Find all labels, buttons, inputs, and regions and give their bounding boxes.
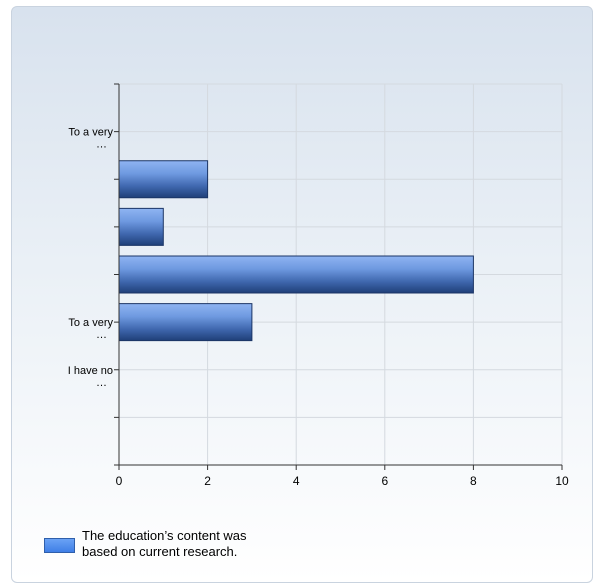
bar [118,207,164,246]
category-label-ellipsis: … [96,377,107,389]
category-label-ellipsis: … [96,139,107,151]
bar [118,255,474,294]
category-label: I have no [68,365,113,377]
x-tick-label: 8 [470,474,477,488]
x-tick-label: 2 [204,474,211,488]
category-label: To a very [68,127,113,139]
category-label: To a very [68,317,113,329]
legend-label: The education’s content was based on cur… [82,528,247,559]
x-tick-label: 10 [555,474,569,488]
bar [118,160,209,199]
category-label-ellipsis: … [96,329,107,341]
legend-swatch [44,538,75,553]
x-tick-label: 6 [381,474,388,488]
x-tick-label: 0 [116,474,123,488]
legend: The education’s content was based on cur… [44,528,272,560]
x-tick-label: 4 [293,474,300,488]
chart-panel [11,6,593,583]
bar [118,303,253,342]
